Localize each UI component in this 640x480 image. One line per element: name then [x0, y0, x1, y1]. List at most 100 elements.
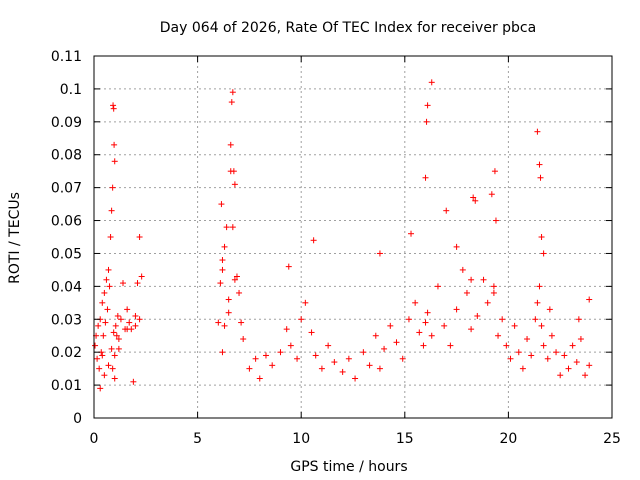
y-tick-label: 0.09 [51, 115, 82, 131]
y-tick-label: 0.01 [51, 378, 82, 394]
data-point [115, 345, 122, 352]
data-point [472, 197, 479, 204]
data-point [262, 352, 269, 359]
data-point [537, 174, 544, 181]
x-axis-label: GPS time / hours [290, 459, 407, 475]
y-tick-label: 0.03 [51, 312, 82, 328]
data-point [325, 342, 332, 349]
data-point [108, 345, 115, 352]
data-point [256, 375, 263, 382]
data-point [110, 105, 117, 112]
data-point [540, 250, 547, 257]
data-point [132, 312, 139, 319]
data-point [105, 362, 112, 369]
data-point [124, 326, 131, 333]
y-tick-label: 0.06 [51, 214, 82, 230]
data-point [219, 257, 226, 264]
y-tick-label: 0.08 [51, 148, 82, 164]
data-point [470, 194, 477, 201]
data-point [117, 316, 124, 323]
y-tick-label: 0.04 [51, 279, 82, 295]
data-point [102, 319, 109, 326]
data-point [225, 309, 232, 316]
data-point [499, 316, 506, 323]
data-point [110, 329, 117, 336]
data-point [376, 365, 383, 372]
data-point [246, 365, 253, 372]
data-point [219, 266, 226, 273]
data-point [573, 359, 580, 366]
data-point [130, 378, 137, 385]
data-point [536, 283, 543, 290]
data-point [399, 355, 406, 362]
data-point [557, 372, 564, 379]
data-point [468, 326, 475, 333]
x-tick-label: 15 [396, 431, 414, 447]
data-point [503, 342, 510, 349]
data-point [109, 365, 116, 372]
data-point [114, 312, 121, 319]
data-point [111, 158, 118, 165]
data-point [228, 99, 235, 106]
data-point [474, 312, 481, 319]
data-point [108, 207, 115, 214]
data-point [548, 332, 555, 339]
data-point [582, 372, 589, 379]
data-point [312, 352, 319, 359]
data-point [269, 362, 276, 369]
data-point [217, 280, 224, 287]
data-point [423, 118, 430, 125]
data-point [310, 237, 317, 244]
data-point [459, 266, 466, 273]
data-point [124, 306, 131, 313]
data-point [120, 280, 127, 287]
data-point [298, 316, 305, 323]
data-point [416, 329, 423, 336]
data-point [490, 283, 497, 290]
data-point [565, 365, 572, 372]
data-point [252, 355, 259, 362]
x-tick-label: 10 [292, 431, 310, 447]
data-point [221, 243, 228, 250]
data-point [240, 336, 247, 343]
data-point [230, 168, 237, 175]
data-point [236, 289, 243, 296]
data-point [287, 342, 294, 349]
data-point [420, 342, 427, 349]
data-point [422, 319, 429, 326]
data-point [405, 316, 412, 323]
data-point [488, 191, 495, 198]
data-point [428, 79, 435, 86]
data-point [515, 349, 522, 356]
data-point [492, 217, 499, 224]
data-point [231, 181, 238, 188]
data-point [443, 207, 450, 214]
data-point [331, 359, 338, 366]
data-point [376, 250, 383, 257]
data-point [412, 299, 419, 306]
data-point [428, 332, 435, 339]
plot-frame [93, 55, 613, 419]
data-point [546, 306, 553, 313]
data-point [544, 355, 551, 362]
data-point [447, 342, 454, 349]
data-point [586, 296, 593, 303]
data-point [107, 234, 114, 240]
data-point [103, 276, 110, 283]
data-point [99, 299, 106, 306]
data-point [569, 342, 576, 349]
y-tick-label: 0.02 [51, 345, 82, 361]
data-point [434, 283, 441, 290]
data-point [136, 316, 143, 323]
y-tick-label: 0.05 [51, 246, 82, 262]
data-point [490, 289, 497, 296]
data-point [534, 299, 541, 306]
data-point [138, 273, 145, 280]
data-point [109, 184, 116, 191]
data-point [99, 352, 106, 359]
data-point [95, 322, 102, 329]
data-point [294, 355, 301, 362]
data-point [283, 326, 290, 333]
data-point [422, 174, 429, 181]
